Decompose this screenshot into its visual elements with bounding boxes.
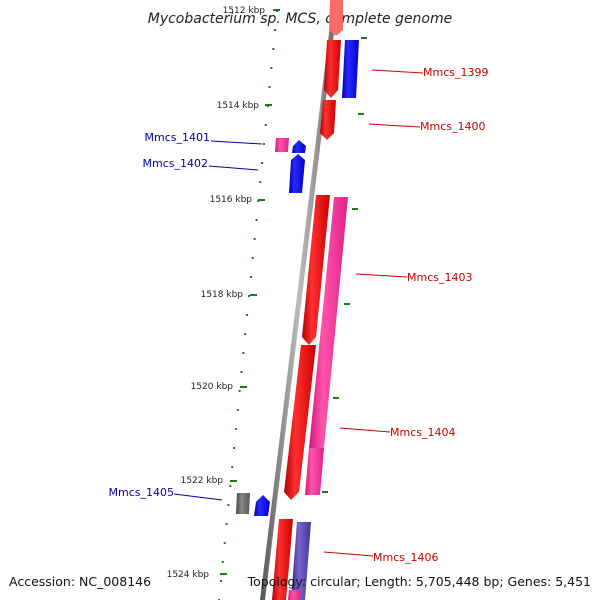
tick-labels: 1512 kbp 1514 kbp 1516 kbp 1518 kbp 1520… xyxy=(167,6,266,580)
minor-tick xyxy=(262,143,265,145)
tick-label: 1518 kbp xyxy=(201,290,244,300)
minor-tick xyxy=(242,352,245,354)
tick-label: 1522 kbp xyxy=(181,476,224,486)
tick-mark xyxy=(258,199,265,201)
minor-tick xyxy=(223,542,226,544)
gene-arrow-mmcs-1403-pink[interactable] xyxy=(309,197,348,448)
genome-backbone xyxy=(260,0,338,600)
gene-arrow-mmcs-1404[interactable] xyxy=(284,345,316,500)
label-mmcs-1402[interactable]: Mmcs_1402 xyxy=(143,157,208,170)
minor-tick xyxy=(244,333,247,335)
minor-tick xyxy=(253,238,256,240)
tick-mark xyxy=(240,386,247,388)
minor-tick xyxy=(255,219,258,221)
minor-tick xyxy=(236,409,239,411)
minor-tick xyxy=(240,371,243,373)
gene-arrow-mmcs-1406[interactable] xyxy=(272,519,293,600)
minor-tick xyxy=(233,447,235,449)
minor-tick xyxy=(227,504,230,506)
label-leader xyxy=(323,551,374,557)
label-mmcs-1403[interactable]: Mmcs_1403 xyxy=(407,271,472,284)
gene-arrow-mmcs-1399-blue[interactable] xyxy=(342,40,359,98)
accession-text: Accession: NC_008146 xyxy=(9,574,151,589)
minor-tick xyxy=(231,466,234,468)
scale-track xyxy=(218,10,278,600)
label-mmcs-1399[interactable]: Mmcs_1399 xyxy=(423,66,488,79)
minor-tick xyxy=(220,580,222,582)
label-mmcs-1406[interactable]: Mmcs_1406 xyxy=(373,551,438,564)
gene-arrow[interactable] xyxy=(329,0,343,36)
gene-arrow-mmcs-1401-blue[interactable] xyxy=(292,140,306,153)
tick-label: 1524 kbp xyxy=(167,570,210,580)
label-leader xyxy=(371,69,424,74)
minor-tick xyxy=(234,428,237,430)
gene-arrow-mmcs-1405-gray[interactable] xyxy=(236,493,250,514)
genome-summary: Topology: circular; Length: 5,705,448 bp… xyxy=(247,574,591,589)
gene-arrow-mmcs-1404-pink[interactable] xyxy=(305,448,324,495)
gene-arrow[interactable] xyxy=(288,590,301,600)
tick-mark xyxy=(265,104,272,106)
tick-mark xyxy=(220,573,227,575)
label-leader xyxy=(339,427,391,433)
minor-tick xyxy=(268,86,271,88)
label-leader xyxy=(355,273,408,278)
label-leader xyxy=(208,165,259,171)
tick-mark xyxy=(230,480,237,482)
gene-arrow-mmcs-1403[interactable] xyxy=(302,195,330,345)
label-mmcs-1405[interactable]: Mmcs_1405 xyxy=(109,486,174,499)
label-mmcs-1404[interactable]: Mmcs_1404 xyxy=(390,426,455,439)
tick-mark xyxy=(273,9,280,11)
gene-labels: Mmcs_1399 Mmcs_1400 Mmcs_1401 Mmcs_1402 … xyxy=(109,66,489,564)
minor-tick xyxy=(221,561,224,563)
minor-tick xyxy=(272,48,275,50)
tick-label: 1516 kbp xyxy=(210,195,253,205)
label-leader xyxy=(210,140,263,145)
minor-tick xyxy=(225,523,228,525)
gene-arrow-mmcs-1401[interactable] xyxy=(275,138,289,152)
gene-arrow-mmcs-1405[interactable] xyxy=(254,495,270,516)
map-title: Mycobacterium sp. MCS, complete genome xyxy=(148,11,453,27)
minor-tick xyxy=(251,257,254,259)
inner-strand-genes xyxy=(236,138,306,516)
gene-arrow-mmcs-1400[interactable] xyxy=(320,100,336,140)
label-leader xyxy=(368,123,421,128)
label-mmcs-1400[interactable]: Mmcs_1400 xyxy=(420,120,485,133)
minor-tick xyxy=(238,390,241,392)
major-ticks xyxy=(220,9,280,575)
minor-tick xyxy=(261,162,264,164)
outer-strand-genes xyxy=(272,0,359,600)
gene-arrow-mmcs-1402[interactable] xyxy=(289,154,305,193)
minor-tick xyxy=(264,124,267,126)
minor-tick xyxy=(248,295,250,297)
gene-arrow-mmcs-1406-purple[interactable] xyxy=(291,522,311,600)
outer-ticks xyxy=(322,37,367,493)
tick-mark xyxy=(250,294,257,296)
minor-tick xyxy=(229,485,232,487)
tick-label: 1520 kbp xyxy=(191,382,234,392)
label-leader xyxy=(173,493,223,501)
tick-label: 1512 kbp xyxy=(223,6,266,16)
minor-tick xyxy=(259,181,262,183)
tick-label: 1514 kbp xyxy=(217,101,260,111)
minor-tick xyxy=(246,314,249,316)
minor-tick xyxy=(249,276,252,278)
minor-tick xyxy=(274,29,277,31)
label-mmcs-1401[interactable]: Mmcs_1401 xyxy=(145,131,210,144)
gene-arrow-mmcs-1399-red[interactable] xyxy=(324,40,341,98)
minor-tick xyxy=(270,67,273,69)
